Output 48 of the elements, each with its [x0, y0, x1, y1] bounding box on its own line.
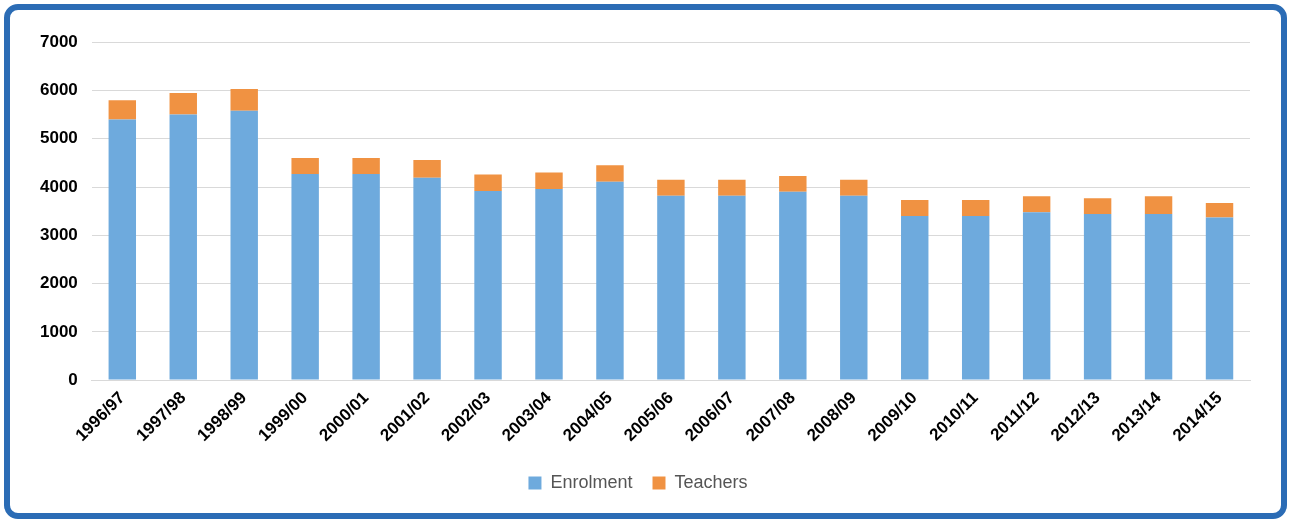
bar [230, 110, 258, 380]
bar [901, 200, 929, 216]
bar [1144, 196, 1173, 215]
bar [1022, 212, 1051, 380]
y-tick-label: 7000 [39, 31, 78, 51]
bar [1205, 217, 1234, 380]
bar [474, 174, 502, 191]
bar [230, 89, 258, 111]
bar [961, 215, 990, 380]
bar [779, 191, 807, 380]
bar [169, 114, 197, 380]
bar [535, 188, 563, 380]
y-tick-label: 3000 [39, 224, 78, 244]
bar [596, 165, 624, 182]
y-tick-label: 4000 [39, 176, 78, 196]
bar [1144, 214, 1173, 380]
bar [1022, 196, 1051, 213]
y-tick-label: 2000 [39, 273, 78, 293]
bar [291, 173, 319, 380]
bar [961, 200, 990, 216]
y-tick-label: 1000 [39, 321, 78, 341]
bar [413, 159, 441, 178]
bar [718, 195, 746, 380]
bar [718, 179, 746, 196]
bar [169, 92, 197, 115]
bar [901, 215, 929, 380]
bar [413, 177, 441, 380]
bar [291, 158, 319, 174]
bar [108, 100, 137, 120]
bar [840, 195, 868, 380]
legend-label: Teachers [674, 471, 748, 492]
y-tick-label: 0 [68, 369, 78, 389]
bar [657, 195, 685, 380]
bar [1083, 214, 1112, 380]
bar [1083, 198, 1112, 215]
y-tick-label: 6000 [39, 80, 78, 100]
bar [840, 179, 868, 196]
bar [352, 173, 380, 380]
bar [657, 179, 685, 196]
y-tick-label: 5000 [39, 128, 78, 148]
bar [596, 181, 624, 380]
bar [352, 158, 380, 174]
bar [474, 190, 502, 380]
bar [1205, 202, 1234, 218]
legend-label: Enrolment [550, 471, 633, 492]
bar [779, 175, 807, 192]
bar [535, 172, 563, 189]
bar [108, 119, 137, 380]
